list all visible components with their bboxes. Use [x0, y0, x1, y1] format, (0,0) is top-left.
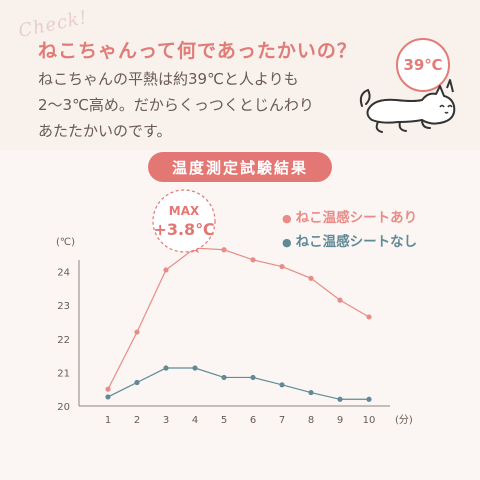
x-tick-label: 1: [105, 415, 111, 426]
x-tick-label: 10: [363, 415, 376, 426]
body-text: ねこちゃんの平熱は約39℃と人よりも 2〜3℃高め。だからくっつくとじんわり あ…: [38, 70, 314, 140]
legend-dot: ●: [282, 212, 292, 225]
series-line: [107, 367, 369, 400]
y-tick-label: 23: [57, 301, 70, 312]
data-point: [105, 394, 111, 400]
data-point: [279, 382, 285, 388]
data-point: [134, 329, 140, 335]
max-annotation-value: +3.8℃: [153, 220, 214, 239]
data-point: [134, 379, 140, 386]
x-tick-label: 4: [192, 415, 198, 426]
legend-label: ねこ温感シートなし: [295, 234, 418, 250]
series-line: [107, 247, 370, 390]
y-tick-label: 21: [57, 368, 70, 379]
chart-title-text: 温度測定試験結果: [171, 158, 308, 177]
x-tick-label: 2: [134, 415, 140, 426]
x-axis-unit: (分): [395, 414, 413, 426]
y-tick-label: 22: [57, 335, 70, 346]
data-point: [308, 389, 314, 396]
data-point: [337, 297, 343, 303]
max-annotation-label: MAX: [169, 204, 200, 218]
temperature-badge: 39℃: [396, 38, 450, 92]
y-tick-label: 20: [57, 402, 70, 413]
legend-item-without-sheet: ● ねこ温感シートなし: [282, 230, 417, 254]
data-point: [163, 267, 169, 273]
data-point: [192, 365, 198, 371]
x-tick-label: 6: [250, 415, 256, 426]
data-point: [250, 374, 256, 381]
x-tick-label: 3: [163, 415, 169, 426]
data-point: [308, 275, 314, 281]
chart-title: 温度測定試験結果: [148, 152, 332, 182]
chart-area: [0, 150, 480, 480]
cat-illustration-icon: [359, 79, 456, 133]
x-tick-label: 7: [279, 415, 285, 426]
y-axis-unit: (℃): [56, 237, 75, 248]
data-point: [250, 257, 256, 263]
temperature-badge-label: 39℃: [403, 56, 443, 74]
data-point: [337, 396, 343, 402]
x-tick-label: 9: [337, 415, 343, 426]
data-point: [366, 314, 372, 320]
data-point: [366, 396, 372, 402]
legend-dot: ●: [282, 236, 292, 249]
max-annotation-circle: [152, 189, 216, 253]
y-tick-label: 24: [57, 268, 70, 279]
legend-item-with-sheet: ● ねこ温感シートあり: [282, 206, 417, 230]
data-point: [163, 365, 169, 371]
headline: ねこちゃんって何であったかいの？: [38, 40, 357, 62]
x-tick-label: 5: [221, 415, 227, 426]
x-tick-label: 8: [308, 415, 314, 426]
chart-legend: ● ねこ温感シートあり ● ねこ温感シートなし: [282, 206, 417, 254]
legend-label: ねこ温感シートあり: [295, 210, 418, 226]
data-point: [105, 386, 111, 392]
data-point: [221, 374, 227, 381]
data-point: [279, 263, 285, 270]
data-point: [221, 247, 227, 253]
